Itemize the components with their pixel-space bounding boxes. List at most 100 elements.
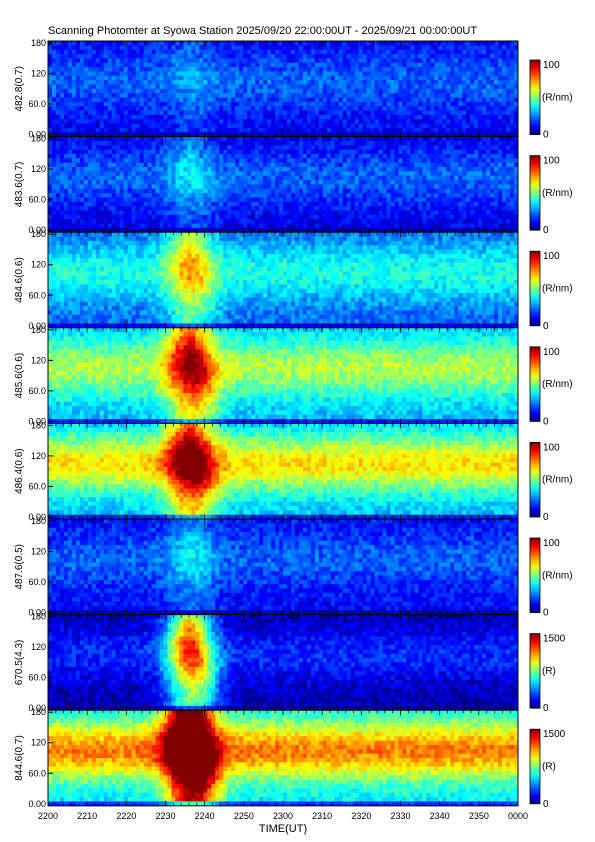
colorbar (529, 728, 541, 805)
y-tick-label: 0.00 (28, 799, 46, 809)
colorbar (529, 155, 541, 231)
x-tick-label: 2240 (195, 811, 215, 821)
y-tick-label: 0.00 (28, 130, 46, 140)
colorbar-max-label: 100 (543, 442, 560, 453)
x-tick-label: 2200 (38, 811, 58, 821)
colorbar (529, 59, 541, 135)
colorbar-unit-label: (R/nm) (542, 475, 573, 486)
y-tick-label: 60.0 (28, 768, 46, 778)
colorbar-min-label: 0 (543, 703, 549, 714)
y-tick-label: 0.00 (28, 608, 46, 618)
x-tick-label: 2210 (77, 811, 97, 821)
x-tick-label: 2330 (390, 811, 410, 821)
x-tick-label: 2220 (116, 811, 136, 821)
heatmap-cells (48, 423, 519, 520)
y-tick-label: 60.0 (28, 99, 46, 109)
panel-6: 0.00 60.0 120 180 487.6(0.5) 100 0 (R/nm) (14, 516, 573, 619)
y-tick-label: 60.0 (28, 481, 46, 491)
y-tick-label: 120 (31, 738, 46, 748)
y-tick-label: 120 (31, 260, 46, 270)
panel-y-label: 484.6(0.6) (14, 257, 25, 303)
y-tick-label: 180 (31, 707, 46, 717)
panel-y-label: 486.4(0.6) (14, 448, 25, 494)
heatmap-cells (48, 136, 519, 233)
y-tick-label: 60.0 (28, 386, 46, 396)
heatmap-cells (48, 519, 519, 615)
colorbar-max-label: 100 (543, 251, 560, 262)
colorbar-min-label: 0 (543, 799, 549, 810)
x-tick-label: 0000 (508, 811, 528, 821)
y-tick-label: 120 (31, 642, 46, 652)
colorbar (529, 346, 541, 422)
panel-3: 0.00 60.0 120 180 484.6(0.6) 100 0 (R/nm) (14, 229, 573, 332)
colorbar-unit-label: (R/nm) (542, 92, 573, 103)
y-tick-label: 0.00 (28, 225, 46, 235)
panel-1: 0.00 60.0 120 180 482.8(0.7) 100 0 (R/nm) (14, 38, 573, 141)
panel-y-label: 670.5(4.3) (14, 640, 25, 686)
panel-2: 0.00 60.0 120 180 483.6(0.7) 100 0 (R/nm) (14, 134, 573, 237)
panel-y-label: 487.6(0.5) (14, 544, 25, 590)
x-tick-label: 2310 (312, 811, 332, 821)
colorbar-max-label: 100 (543, 347, 560, 358)
y-tick-label: 120 (31, 547, 46, 557)
colorbar-unit-label: (R/nm) (542, 570, 573, 581)
colorbar-min-label: 0 (543, 512, 549, 523)
heatmap-cells (48, 614, 519, 711)
y-tick-label: 60.0 (28, 577, 46, 587)
colorbar (529, 441, 541, 518)
chart-title: Scanning Photomter at Syowa Station 2025… (48, 25, 528, 37)
x-tick-label: 2350 (469, 811, 489, 821)
colorbar-unit-label: (R) (542, 666, 556, 677)
heatmap-cells (48, 710, 519, 807)
y-tick-label: 120 (31, 69, 46, 79)
colorbar-min-label: 0 (543, 225, 549, 236)
colorbar-min-label: 0 (543, 130, 549, 141)
y-tick-label: 0.00 (28, 416, 46, 426)
y-tick-label: 60.0 (28, 290, 46, 300)
heatmap-cells (48, 232, 519, 329)
panel-y-label: 482.8(0.7) (14, 66, 25, 112)
panel-y-label: 485.6(0.6) (14, 353, 25, 399)
colorbar (529, 250, 541, 327)
colorbar-unit-label: (R/nm) (542, 188, 573, 199)
y-tick-label: 60.0 (28, 673, 46, 683)
panel-7: 0.00 60.0 120 180 670.5(4.3) 1500 0 (R) (14, 612, 566, 715)
x-tick-label: 2250 (234, 811, 254, 821)
colorbar (529, 537, 541, 613)
colorbar-min-label: 0 (543, 608, 549, 619)
panel-8: 0.00 60.0 120 180 844.6(0.7) 1500 0 (R) (14, 707, 566, 810)
colorbar-max-label: 100 (543, 156, 560, 167)
x-tick-label: 2300 (273, 811, 293, 821)
panel-y-label: 483.6(0.7) (14, 162, 25, 208)
y-tick-label: 180 (31, 229, 46, 239)
colorbar-min-label: 0 (543, 416, 549, 427)
y-tick-label: 60.0 (28, 195, 46, 205)
y-tick-label: 180 (31, 134, 46, 144)
colorbar-max-label: 100 (543, 60, 560, 71)
colorbar-unit-label: (R/nm) (542, 379, 573, 390)
x-tick-label: 2340 (430, 811, 450, 821)
y-tick-label: 120 (31, 164, 46, 174)
panel-y-label: 844.6(0.7) (14, 735, 25, 781)
y-tick-label: 180 (31, 325, 46, 335)
colorbar-max-label: 1500 (543, 634, 566, 645)
x-axis-title: TIME(UT) (259, 823, 307, 835)
panel-4: 0.00 60.0 120 180 485.6(0.6) 100 0 (R/nm) (14, 325, 573, 428)
heatmap-cells (48, 327, 519, 424)
y-tick-label: 180 (31, 420, 46, 430)
y-tick-label: 0.00 (28, 321, 46, 331)
y-tick-label: 120 (31, 451, 46, 461)
colorbar (529, 633, 541, 709)
y-tick-label: 120 (31, 355, 46, 365)
y-tick-label: 0.00 (28, 512, 46, 522)
y-tick-label: 0.00 (28, 703, 46, 713)
y-tick-label: 180 (31, 38, 46, 48)
y-tick-label: 180 (31, 612, 46, 622)
panel-5: 0.00 60.0 120 180 486.4(0.6) 100 0 (R/nm) (14, 420, 573, 523)
colorbar-max-label: 1500 (543, 729, 566, 740)
colorbar-max-label: 100 (543, 538, 560, 549)
x-tick-label: 2230 (155, 811, 175, 821)
colorbar-min-label: 0 (543, 321, 549, 332)
y-tick-label: 180 (31, 516, 46, 526)
